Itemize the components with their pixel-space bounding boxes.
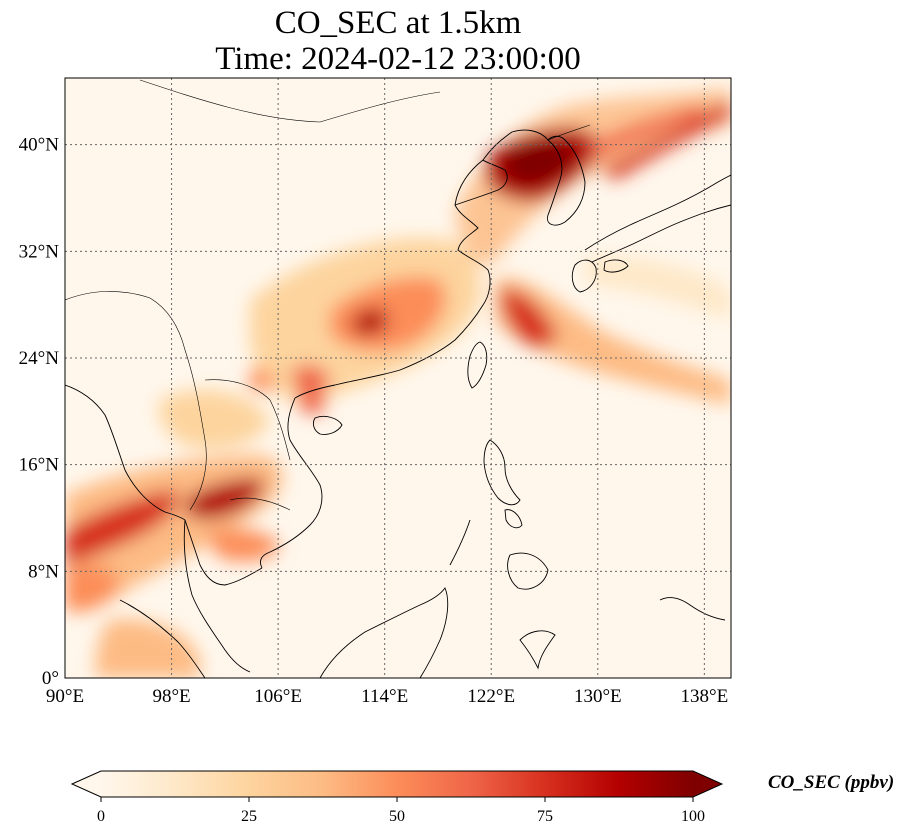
plume-southwest-china (158, 389, 270, 449)
lon-tick-label: 130°E (574, 686, 622, 707)
plume-pacific-faint (580, 257, 731, 320)
plume-japan-sea-band-2 (590, 105, 705, 160)
colorbar-gradient (101, 771, 693, 797)
lon-tick-label: 98°E (152, 686, 190, 707)
china-coastline (294, 159, 491, 399)
colorbar-tick-label: 100 (681, 808, 705, 825)
japan-shikoku (603, 259, 629, 273)
taiwan (467, 341, 488, 389)
border-myanmar-thailand (184, 349, 207, 511)
colorbar-extend-high-arrow (693, 771, 722, 797)
bohai-coast (482, 129, 549, 161)
plume-korea-broad (455, 88, 731, 265)
sumatra (119, 599, 206, 678)
border-north-korea (547, 124, 591, 141)
colorbar-tick-label: 75 (537, 808, 553, 825)
lat-tick-label: 40°N (19, 135, 60, 156)
lon-tick-label: 106°E (254, 686, 302, 707)
plume-cambodia (205, 529, 280, 562)
colorbar-title: CO_SEC (ppbv) (768, 772, 894, 793)
plume-east-of-taiwan (495, 278, 731, 405)
lat-tick-label: 0° (42, 668, 59, 689)
japan-honshu-south (591, 204, 731, 263)
plume-japan-sea-band (600, 100, 731, 180)
lon-tick-label: 90°E (46, 686, 84, 707)
myanmar-coast (65, 384, 186, 521)
lat-tick-label: 24°N (19, 348, 60, 369)
palawan (449, 519, 471, 566)
korea-peninsula (547, 135, 586, 226)
colorbar: 0 25 50 75 100 CO_SEC (ppbv) (70, 770, 894, 825)
chart-title-line-1: CO_SEC at 1.5km (274, 5, 522, 41)
plume-guangxi (248, 369, 275, 392)
visayas (504, 509, 523, 529)
colorbar-ticks: 0 25 50 75 100 (97, 797, 705, 825)
map-plot-area[interactable] (64, 77, 732, 679)
gulf-of-thailand (184, 519, 263, 586)
colorbar-tick-label: 50 (389, 808, 405, 825)
vietnam-coast (259, 397, 323, 569)
lat-tick-label: 16°N (19, 455, 60, 476)
longitude-tick-labels: 90°E 98°E 106°E 114°E 122°E 130°E 138°E (46, 686, 728, 707)
new-guinea-tip (659, 597, 726, 621)
japan-honshu (584, 174, 731, 251)
borneo (319, 587, 449, 678)
border-laos (204, 379, 291, 461)
plume-south-china-core (351, 308, 389, 336)
luzon (483, 439, 521, 506)
chart-title-line-2: Time: 2024-02-12 23:00:00 (215, 41, 581, 77)
sulawesi (519, 630, 556, 670)
coastlines-and-borders (65, 79, 731, 678)
lon-tick-label: 138°E (681, 686, 729, 707)
colorbar-extend-low-arrow (72, 771, 101, 797)
border-china-mongolia (139, 79, 441, 123)
lon-tick-label: 122°E (467, 686, 515, 707)
plume-bay-of-bengal (65, 565, 120, 611)
plume-sumatra (95, 619, 200, 678)
colorbar-tick-label: 25 (241, 808, 257, 825)
lat-tick-label: 32°N (19, 241, 60, 262)
latitude-tick-labels: 0° 8°N 16°N 24°N 32°N 40°N (19, 135, 60, 689)
plume-east-of-taiwan-core (500, 289, 556, 347)
japan-kyushu (571, 259, 597, 293)
lat-tick-label: 8°N (28, 561, 59, 582)
plume-myanmar-band (65, 490, 179, 565)
plume-korea-peak (500, 140, 575, 185)
malay-peninsula (183, 519, 251, 673)
co-concentration-field (65, 88, 731, 678)
gridlines (65, 78, 731, 678)
border-cambodia (229, 497, 291, 511)
plume-hainan-west (298, 392, 326, 414)
mindanao (507, 552, 549, 590)
lon-tick-label: 114°E (361, 686, 408, 707)
plume-thailand-core (185, 478, 264, 520)
map-frame (64, 77, 732, 679)
border-china-india (65, 291, 186, 351)
colorbar-tick-label: 0 (97, 808, 105, 825)
hainan (312, 415, 343, 435)
